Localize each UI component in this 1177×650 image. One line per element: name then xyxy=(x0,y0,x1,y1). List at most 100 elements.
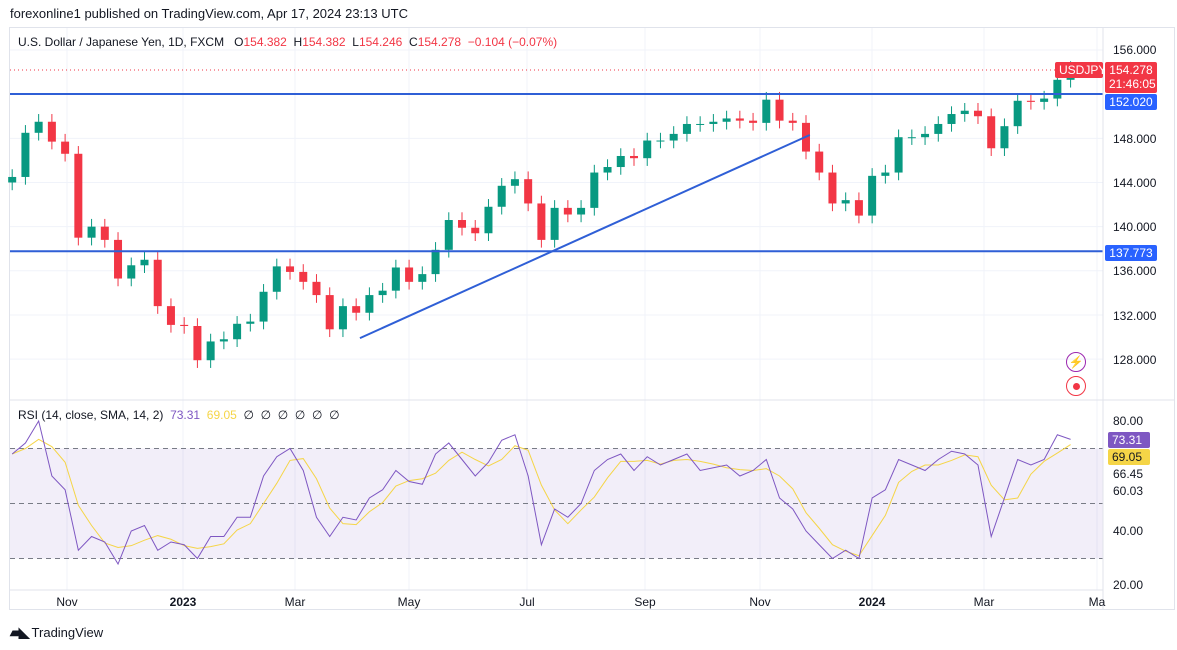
rsi-tick: 40.00 xyxy=(1113,524,1144,538)
candle-body xyxy=(788,120,797,123)
candle-body xyxy=(881,172,890,176)
candle-body xyxy=(563,207,572,215)
time-label: May xyxy=(397,595,421,609)
price-tick: 140.000 xyxy=(1113,220,1157,234)
candle-body xyxy=(947,114,956,124)
high-value: 154.382 xyxy=(302,35,346,49)
candle-body xyxy=(166,306,175,325)
candle-body xyxy=(934,123,943,134)
record-icon[interactable] xyxy=(1066,376,1086,396)
candle-body xyxy=(153,259,162,307)
chart-frame xyxy=(9,27,1175,610)
candle-body xyxy=(590,172,599,208)
sma-tag: 69.05 xyxy=(1108,449,1150,465)
candle-body xyxy=(418,274,427,282)
rsi-tick: 66.45 xyxy=(1113,467,1144,481)
price-tick: 144.000 xyxy=(1113,176,1157,190)
rsi-sma-line xyxy=(11,438,1071,557)
candle-body xyxy=(114,239,123,279)
sma-value: 69.05 xyxy=(206,408,237,422)
empty-value: ∅ xyxy=(311,408,323,422)
low-value: 154.246 xyxy=(358,35,403,49)
price-tick: 132.000 xyxy=(1113,309,1157,323)
candle-body xyxy=(973,110,982,117)
change-value: −0.104 (−0.07%) xyxy=(467,35,558,49)
candle-body xyxy=(643,140,652,159)
candle-body xyxy=(272,266,281,292)
rsi-tag: 73.31 xyxy=(1108,432,1150,448)
rsi-band-lines xyxy=(10,448,1103,559)
candle-body xyxy=(1000,126,1009,149)
candle-body xyxy=(206,341,215,361)
candle-body xyxy=(577,207,586,215)
candle-body xyxy=(444,220,453,250)
candle-body xyxy=(709,121,718,124)
candle-body xyxy=(682,123,691,134)
candle-body xyxy=(484,206,493,234)
candle-body xyxy=(140,259,149,266)
candle-body xyxy=(8,176,17,183)
candle-body xyxy=(960,110,969,115)
candle-body xyxy=(458,220,467,228)
candle-body xyxy=(722,118,731,122)
empty-value: ∅ xyxy=(294,408,306,422)
rsi-title: RSI (14, close, SMA, 14, 2) xyxy=(18,408,164,422)
line-tag-137: 137.773 xyxy=(1105,245,1157,261)
candle-body xyxy=(61,141,70,154)
bar-countdown: 21:46:05 xyxy=(1109,77,1156,91)
candle-body xyxy=(100,226,109,240)
candle-body xyxy=(550,207,559,240)
lightning-icon[interactable]: ⚡ xyxy=(1066,352,1086,372)
footer-brand[interactable]: ▰◣ TradingView xyxy=(10,624,103,641)
candle-body xyxy=(299,271,308,282)
time-label: Jul xyxy=(519,595,535,609)
symbol-title: U.S. Dollar / Japanese Yen, 1D, FXCM xyxy=(18,35,225,49)
price-tick: 148.000 xyxy=(1113,132,1157,146)
last-price-tag: 154.278 21:46:05 xyxy=(1105,62,1157,93)
time-label: Sep xyxy=(634,595,656,609)
open-value: 154.382 xyxy=(243,35,287,49)
line-tag-152: 152.020 xyxy=(1105,94,1157,110)
candle-body xyxy=(259,291,268,322)
candle-body xyxy=(74,153,83,238)
time-label: Nov xyxy=(749,595,771,609)
last-price: 154.278 xyxy=(1109,63,1153,77)
candle-body xyxy=(246,321,255,324)
price-tick: 128.000 xyxy=(1113,353,1157,367)
rsi-tick: 60.03 xyxy=(1113,484,1144,498)
candle-body xyxy=(286,266,295,272)
empty-value: ∅ xyxy=(260,408,272,422)
time-label: 2023 xyxy=(169,595,197,609)
candle-body xyxy=(365,295,374,313)
empty-value: ∅ xyxy=(277,408,289,422)
candle-body xyxy=(603,167,612,173)
candle-body xyxy=(524,179,533,204)
candle-body xyxy=(868,175,877,216)
candle-body xyxy=(312,281,321,296)
candle-body xyxy=(669,133,678,141)
candle-body xyxy=(233,323,242,340)
rsi-tick: 80.00 xyxy=(1113,414,1144,428)
candle-body xyxy=(21,132,30,177)
rsi-tick: 20.00 xyxy=(1113,578,1144,592)
candle-body xyxy=(735,118,744,121)
candle-body xyxy=(471,227,480,234)
candle-body xyxy=(1040,98,1049,102)
time-label: Mar xyxy=(973,595,995,609)
candle-body xyxy=(431,249,440,275)
drawings xyxy=(10,92,1103,340)
brand-name: TradingView xyxy=(31,625,104,640)
candle-body xyxy=(656,140,665,142)
low-label: L xyxy=(352,35,359,49)
candle-body xyxy=(34,121,43,133)
candle-body xyxy=(510,179,519,186)
candle-body xyxy=(775,99,784,121)
candle-body xyxy=(616,155,625,168)
candle-body xyxy=(537,203,546,240)
candle-body xyxy=(1053,79,1062,99)
candle-body xyxy=(762,99,771,123)
candle-body xyxy=(921,133,930,138)
candle-body xyxy=(815,151,824,173)
candle-body xyxy=(1026,100,1035,102)
